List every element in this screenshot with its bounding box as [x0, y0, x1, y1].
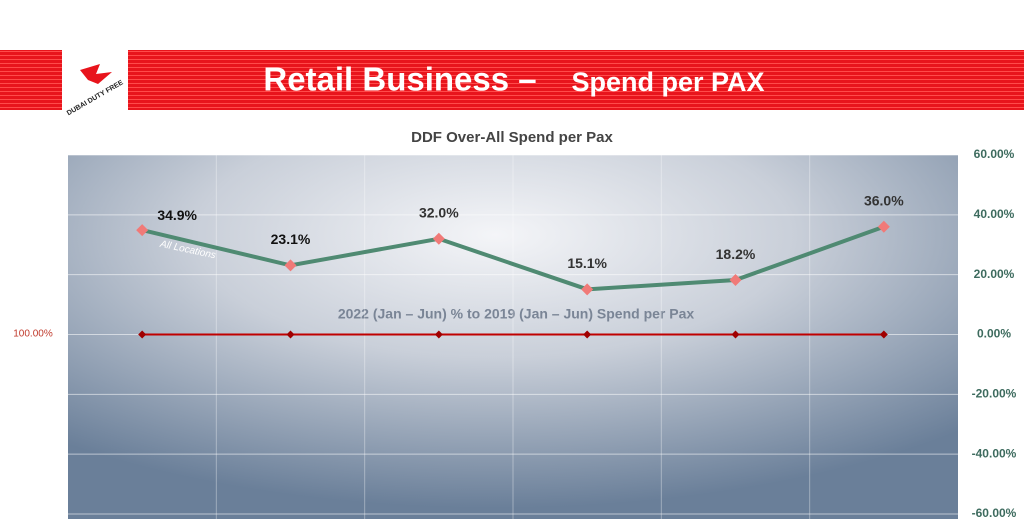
marker: [877, 220, 890, 233]
marker: [138, 330, 147, 339]
header-band: [0, 50, 1024, 110]
y2-tick-label: 40.00%: [974, 207, 1015, 221]
series-line: [141, 224, 885, 292]
slide-subtitle: Spend per PAX: [571, 67, 764, 97]
data-label: 34.9%: [157, 207, 197, 223]
marker: [286, 330, 295, 339]
marker: [879, 330, 888, 339]
marker: [729, 274, 742, 287]
data-label: 23.1%: [271, 231, 311, 247]
plot-area: [68, 155, 958, 519]
y2-tick-label: 60.00%: [974, 147, 1015, 161]
annotation: 2022 (Jan – Jun) % to 2019 (Jan – Jun) S…: [338, 306, 695, 322]
chart-title: DDF Over-All Spend per Pax: [411, 129, 613, 146]
data-label: 15.1%: [567, 255, 607, 271]
data-label: 36.0%: [864, 193, 904, 209]
y2-tick-label: 0.00%: [977, 327, 1011, 341]
slide-title: Retail Business –: [263, 61, 536, 98]
marker: [432, 232, 445, 245]
marker: [581, 283, 594, 296]
y2-tick-label: -60.00%: [972, 506, 1017, 519]
marker: [434, 330, 443, 339]
marker: [284, 259, 297, 272]
data-label: 32.0%: [419, 204, 459, 220]
y2-tick-label: -20.00%: [972, 387, 1017, 401]
marker: [731, 330, 740, 339]
y2-tick-label: -40.00%: [972, 446, 1017, 460]
baseline-label: 100.00%: [13, 329, 53, 340]
marker: [136, 224, 149, 237]
y2-tick-label: 20.00%: [974, 267, 1015, 281]
data-label: 18.2%: [716, 246, 756, 262]
logo: DUBAI DUTY FREE: [62, 48, 128, 117]
marker: [583, 330, 592, 339]
